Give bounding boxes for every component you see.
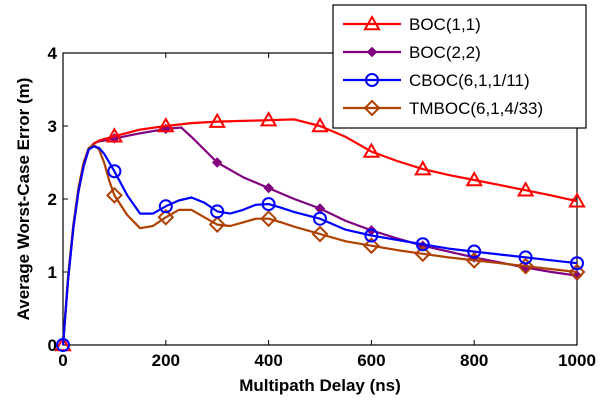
x-tick-label: 1000 (558, 351, 596, 370)
data-point (263, 182, 274, 194)
data-point (311, 116, 329, 133)
data-point (364, 228, 379, 243)
x-tick-label: 800 (460, 351, 488, 370)
data-point (157, 208, 175, 226)
data-point (210, 204, 225, 219)
x-tick-label: 600 (357, 351, 385, 370)
series-group (54, 111, 586, 352)
data-point (157, 116, 175, 133)
data-point (518, 250, 533, 265)
y-tick-label: 3 (48, 117, 57, 136)
legend-marker (363, 14, 381, 31)
y-tick-label: 0 (48, 336, 57, 355)
x-tick-label: 400 (254, 351, 282, 370)
data-point (516, 181, 535, 197)
data-point (56, 338, 70, 352)
y-tick-label: 1 (48, 263, 57, 282)
series-line (61, 145, 578, 346)
data-point (362, 237, 380, 255)
data-point (570, 256, 584, 271)
x-axis-title: Multipath Delay (ns) (239, 376, 401, 395)
data-point (208, 112, 226, 128)
data-point (568, 192, 586, 208)
x-tick-label: 0 (58, 351, 67, 370)
legend-label: CBOC(6,1,1/11) (409, 71, 530, 90)
legend-marker (365, 73, 379, 87)
data-point (313, 211, 327, 226)
legend: BOC(1,1) BOC(2,2) CBOC(6,1,1/11) TMBOC(6,1,… (332, 4, 587, 129)
series-line (61, 143, 578, 346)
data-point (260, 210, 278, 228)
data-point (467, 244, 482, 259)
data-point (517, 257, 535, 275)
data-point (208, 216, 226, 233)
data-point (415, 237, 430, 252)
data-point (105, 127, 124, 143)
legend-label: TMBOC(6,1,4/33) (409, 99, 543, 118)
data-point (105, 186, 123, 204)
data-point (259, 111, 278, 127)
data-point (414, 160, 432, 176)
data-point (362, 142, 381, 158)
series-3 (56, 145, 584, 352)
y-axis-title: Average Worst-Case Error (m) (14, 78, 33, 321)
legend-marker (366, 46, 378, 58)
data-point (465, 171, 483, 187)
y-tick-label: 4 (48, 44, 58, 63)
data-point (414, 245, 432, 263)
data-point (311, 225, 329, 243)
legend-label: BOC(2,2) (409, 43, 481, 62)
legend-marker (363, 99, 381, 117)
legend-label: BOC(1,1) (409, 15, 481, 34)
series-4 (61, 143, 586, 346)
axes: 0 200 400 600 800 1000 0 1 2 3 4 (48, 44, 596, 370)
data-point (211, 157, 223, 168)
data-point (158, 199, 173, 214)
x-tick-label: 200 (152, 351, 180, 370)
data-point (261, 197, 276, 212)
data-point (465, 251, 483, 269)
data-point (107, 164, 122, 179)
data-point (568, 263, 586, 281)
y-tick-label: 2 (48, 190, 57, 209)
